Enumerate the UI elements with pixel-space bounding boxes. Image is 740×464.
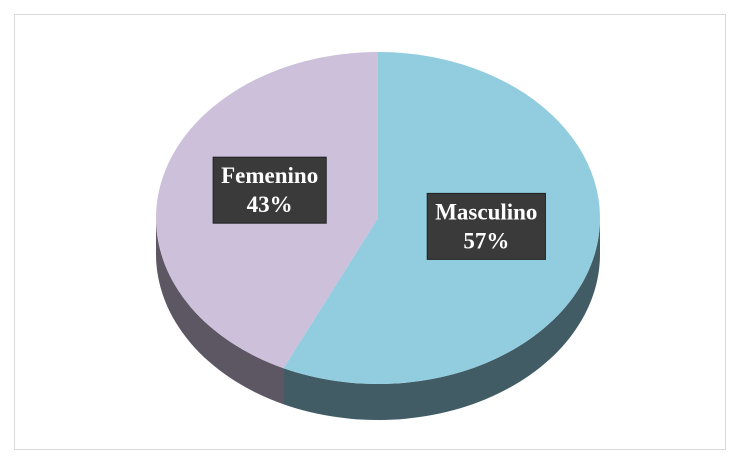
value-label: 43% xyxy=(247,192,293,217)
slice-side-shade xyxy=(283,218,600,420)
category-label: Masculino xyxy=(435,199,537,224)
category-label: Femenino xyxy=(221,163,318,188)
value-label: 57% xyxy=(463,228,509,253)
label-box xyxy=(212,156,327,224)
slice-side-shade xyxy=(156,218,284,405)
label-box xyxy=(426,192,546,260)
